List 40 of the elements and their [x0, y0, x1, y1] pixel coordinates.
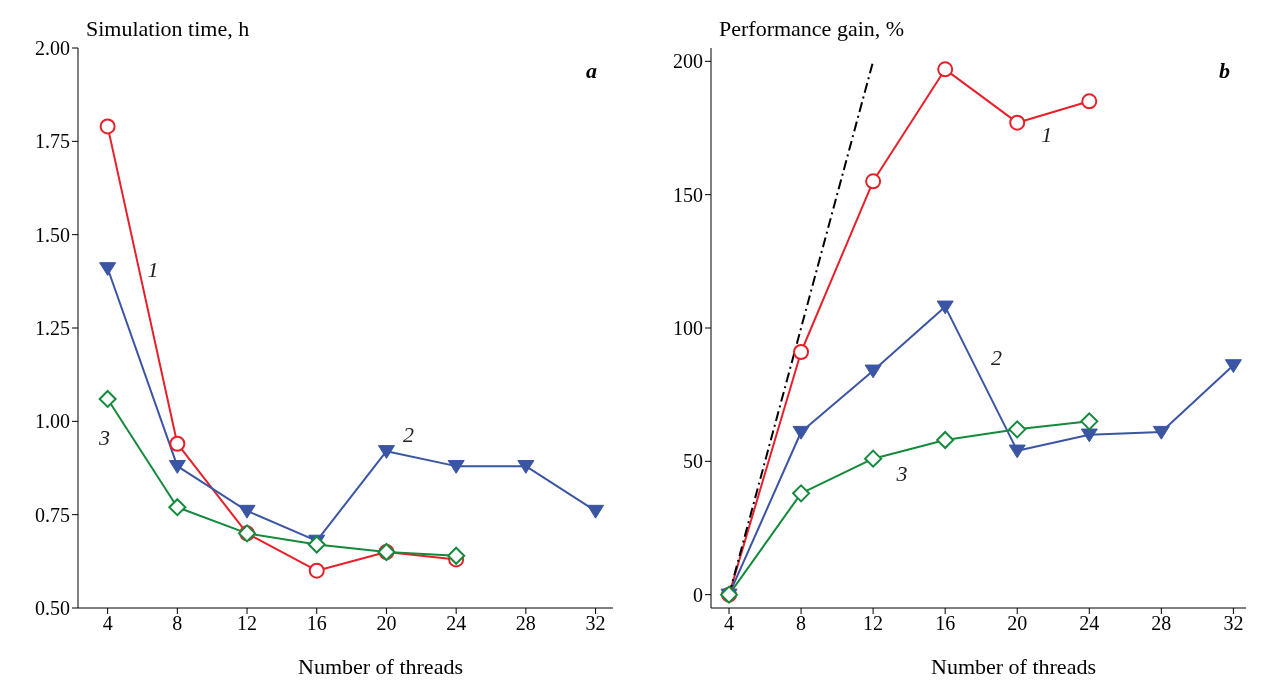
- x-tick-label: 8: [172, 612, 183, 635]
- y-tick-label: 200: [673, 50, 703, 73]
- x-tick-label: 20: [376, 612, 397, 635]
- y-axis-title: Performance gain, %: [719, 16, 905, 42]
- y-tick-label: 1.25: [35, 317, 70, 340]
- y-tick-label: 1.00: [35, 410, 70, 433]
- series-label: 1: [147, 256, 159, 282]
- x-tick-label: 32: [1223, 612, 1244, 635]
- y-tick-label: 1.50: [35, 223, 70, 246]
- series-label: 2: [402, 421, 414, 447]
- x-tick-label: 4: [102, 612, 113, 635]
- x-tick-label: 24: [446, 612, 467, 635]
- y-axis-title: Simulation time, h: [86, 16, 250, 42]
- x-axis-title: Number of threads: [297, 654, 464, 680]
- x-tick-label: 16: [306, 612, 327, 635]
- series-label: 3: [895, 460, 908, 486]
- x-tick-label: 16: [935, 612, 956, 635]
- y-tick-label: 2.00: [35, 37, 70, 60]
- x-tick-label: 12: [237, 612, 258, 635]
- x-tick-label: 4: [724, 612, 735, 635]
- y-tick-label: 1.75: [35, 130, 70, 153]
- series-label: 2: [990, 344, 1002, 370]
- x-tick-label: 28: [1151, 612, 1172, 635]
- y-tick-label: 150: [673, 183, 703, 206]
- x-tick-label: 20: [1007, 612, 1028, 635]
- y-tick-label: 0.50: [35, 597, 70, 620]
- y-tick-label: 100: [673, 317, 703, 340]
- annotation: a: [586, 58, 597, 84]
- x-tick-label: 12: [863, 612, 884, 635]
- x-tick-label: 8: [796, 612, 807, 635]
- y-tick-label: 0.75: [35, 503, 70, 526]
- x-tick-label: 24: [1079, 612, 1100, 635]
- y-tick-label: 50: [683, 450, 703, 473]
- x-tick-label: 28: [515, 612, 536, 635]
- y-tick-label: 0: [693, 583, 703, 606]
- annotation: b: [1219, 58, 1230, 84]
- series-label: 1: [1041, 121, 1053, 147]
- x-axis-title: Number of threads: [930, 654, 1097, 680]
- x-tick-label: 32: [585, 612, 606, 635]
- series-label: 3: [98, 424, 111, 450]
